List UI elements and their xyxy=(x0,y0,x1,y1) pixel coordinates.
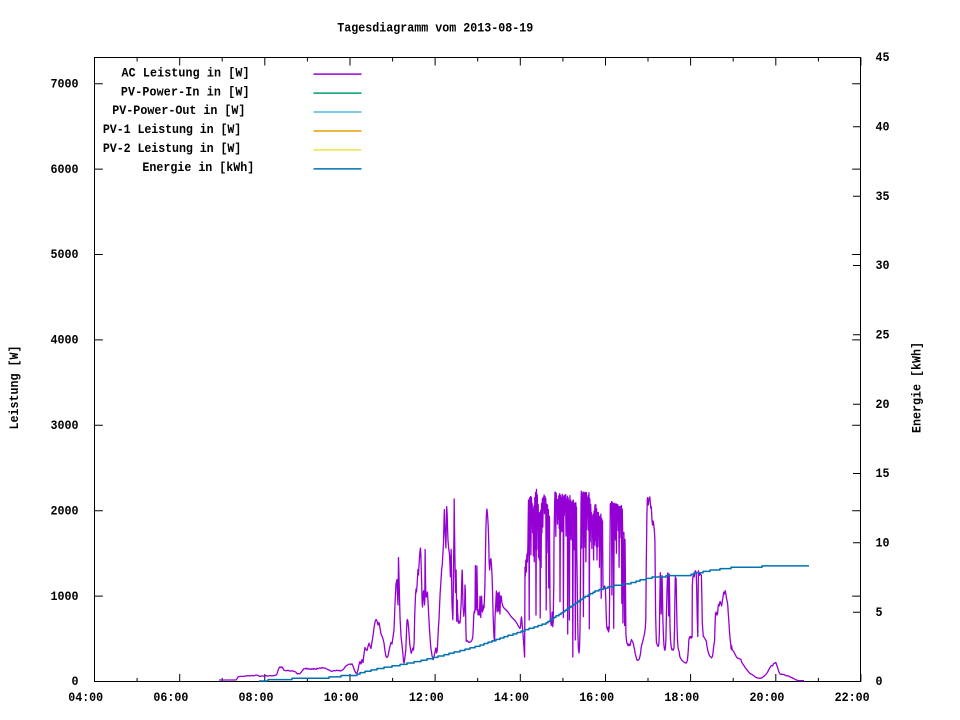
svg-text:10:00: 10:00 xyxy=(324,690,359,705)
svg-text:40: 40 xyxy=(876,120,890,135)
svg-text:06:00: 06:00 xyxy=(153,690,188,705)
svg-text:Tagesdiagramm vom 2013-08-19: Tagesdiagramm vom 2013-08-19 xyxy=(337,21,533,36)
svg-text:PV-Power-In in [W]: PV-Power-In in [W] xyxy=(121,85,250,100)
svg-text:22:00: 22:00 xyxy=(835,690,870,705)
svg-text:PV-Power-Out in [W]: PV-Power-Out in [W] xyxy=(112,104,245,119)
svg-text:45: 45 xyxy=(876,51,890,66)
svg-text:AC Leistung in [W]: AC Leistung in [W] xyxy=(122,66,250,81)
svg-text:20:00: 20:00 xyxy=(750,690,785,705)
svg-text:5000: 5000 xyxy=(50,248,78,263)
svg-text:16:00: 16:00 xyxy=(579,690,614,705)
svg-text:0: 0 xyxy=(876,675,883,690)
svg-text:10: 10 xyxy=(876,536,890,551)
svg-text:PV-2 Leistung in [W]: PV-2 Leistung in [W] xyxy=(103,142,241,157)
svg-text:08:00: 08:00 xyxy=(239,690,274,705)
svg-text:18:00: 18:00 xyxy=(664,690,699,705)
svg-text:PV-1 Leistung in [W]: PV-1 Leistung in [W] xyxy=(103,123,241,138)
svg-text:1000: 1000 xyxy=(50,589,78,604)
svg-text:14:00: 14:00 xyxy=(494,690,529,705)
svg-text:15: 15 xyxy=(876,467,890,482)
svg-text:30: 30 xyxy=(876,259,890,274)
svg-text:12:00: 12:00 xyxy=(409,690,444,705)
svg-text:20: 20 xyxy=(876,397,890,412)
svg-text:3000: 3000 xyxy=(50,418,78,433)
svg-text:25: 25 xyxy=(876,328,890,343)
svg-text:Energie [kWh]: Energie [kWh] xyxy=(910,342,925,433)
svg-text:Energie in [kWh]: Energie in [kWh] xyxy=(142,161,254,176)
svg-text:4000: 4000 xyxy=(50,333,78,348)
svg-text:Leistung [W]: Leistung [W] xyxy=(7,346,22,430)
svg-text:5: 5 xyxy=(876,605,883,620)
svg-text:04:00: 04:00 xyxy=(68,690,103,705)
svg-text:7000: 7000 xyxy=(50,77,78,92)
svg-text:2000: 2000 xyxy=(50,504,78,519)
svg-text:6000: 6000 xyxy=(50,162,78,177)
svg-text:35: 35 xyxy=(876,189,890,204)
svg-text:0: 0 xyxy=(71,675,78,690)
